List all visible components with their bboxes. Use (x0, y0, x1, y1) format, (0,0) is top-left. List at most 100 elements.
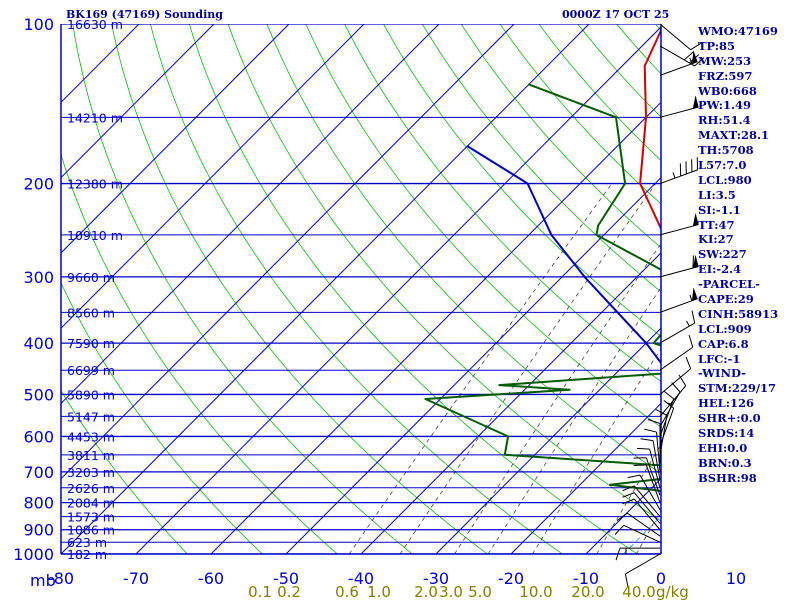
wind-barb-flag (690, 42, 702, 51)
stat-item: CAP:6.8 (698, 336, 749, 351)
temperature-point (645, 116, 647, 119)
wind-barb-flag (689, 54, 700, 64)
stat-item: STM:229/17 (698, 381, 777, 396)
stat-item: HEL:126 (698, 396, 754, 411)
height-label: 16630 m (67, 17, 123, 32)
height-label: 623 m (67, 535, 107, 550)
temperature-point (780, 516, 782, 518)
mixing-ratio-label: 1.0 (367, 583, 391, 600)
isotherm-line (61, 24, 590, 554)
temperature-tick-label: -80 (48, 569, 74, 588)
stat-item: SHR+:0.0 (698, 411, 761, 426)
height-label: 1573 m (67, 510, 115, 525)
wind-barb-shaft (659, 169, 698, 185)
height-label: 7590 m (67, 336, 115, 351)
isotherm-line (61, 24, 515, 480)
wind-barb (659, 50, 698, 76)
wind-barb-half-flag (689, 57, 693, 64)
mixing-ratio-label: 2.0 (414, 583, 438, 600)
height-label: 2084 m (67, 496, 115, 511)
height-label: 5890 m (67, 387, 115, 402)
height-label: 9660 m (67, 270, 115, 285)
stat-item: FRZ:597 (698, 68, 753, 83)
stat-item: MW:253 (698, 53, 752, 68)
height-label: 6699 m (67, 363, 115, 378)
wind-barb-shaft (633, 485, 661, 517)
wind-barb-flag (636, 447, 650, 450)
stat-item: LCL:909 (698, 321, 752, 336)
stat-item: LCL:980 (698, 172, 752, 187)
parcel-point (526, 182, 529, 185)
stat-item: BRN:0.3 (698, 455, 752, 470)
stat-item: LI:3.5 (698, 187, 736, 202)
stat-item: MAXT:28.1 (698, 128, 769, 143)
wind-barb-shaft (626, 512, 661, 537)
dewpoint-point (751, 541, 753, 543)
time-title: 0000Z 17 OCT 25 (562, 8, 670, 21)
stat-item: SRDS:14 (698, 426, 755, 441)
parcel-point (765, 531, 767, 533)
parcel-point (466, 145, 469, 147)
wind-barb-shaft (625, 553, 661, 575)
isotherm-line (61, 24, 215, 179)
mixing-ratio-label: 20.0 (571, 583, 604, 600)
parcel-point (757, 516, 759, 518)
mixing-ratio-line (348, 183, 613, 554)
wind-barb-flag (615, 548, 621, 561)
dewpoint-point (680, 312, 682, 314)
station-title: BK169 (47169) Sounding (66, 8, 223, 21)
wind-barb (659, 95, 699, 118)
pressure-tick-label: 300 (23, 268, 54, 287)
mixing-ratio-unit-label: g/kg (656, 583, 689, 600)
wind-barb (659, 157, 699, 185)
isotherm-line (61, 24, 440, 405)
wind-barb-shaft (659, 385, 687, 417)
stat-item: CINH:58913 (698, 306, 779, 321)
height-label: 12380 m (67, 177, 123, 192)
height-label: 5147 m (67, 409, 115, 424)
temperature-tick-label: 10 (726, 569, 746, 588)
wind-barb-flag (640, 438, 654, 442)
dewpoint-point (756, 502, 758, 504)
mixing-ratio-line (399, 183, 657, 554)
dewpoint-point (609, 483, 611, 486)
parcel-point (749, 502, 751, 504)
dry-adiabat-line (111, 24, 488, 554)
wind-barb-shaft (659, 23, 691, 51)
wind-barb-shaft (649, 449, 661, 488)
pressure-tick-label: 900 (23, 521, 54, 540)
mixing-ratio-label: 0.6 (335, 583, 359, 600)
dry-adiabat-line (72, 24, 413, 554)
wind-barb (659, 310, 696, 344)
wind-barb (624, 553, 661, 587)
wind-barb-flag (614, 524, 625, 535)
wind-barb (614, 524, 661, 543)
wind-barb-flag (692, 255, 695, 269)
pressure-unit-label: mb (30, 571, 56, 590)
stat-item: WMO:47169 (698, 24, 778, 38)
dewpoint-point (424, 398, 427, 400)
wind-barb-flag (688, 334, 694, 348)
dewpoint-point (694, 474, 696, 476)
dewpoint-point (757, 535, 759, 537)
dewpoint-point (741, 547, 743, 549)
wind-barb-flag (622, 485, 635, 492)
wind-barb-shaft (659, 391, 681, 427)
wind-barb-shaft (633, 498, 661, 531)
isotherm-line (435, 327, 661, 554)
wind-barb-flag (655, 408, 668, 416)
isotherm-line (135, 26, 661, 554)
wind-barb-shaft (659, 266, 699, 278)
temperature-point (639, 182, 641, 185)
wind-barb-shaft (656, 432, 661, 472)
dewpoint-point (773, 553, 775, 555)
sounding-stats-list: WMO:47169 TP:85 MW:253 FRZ:597 WB0:668 PW:1.4… (698, 24, 798, 486)
mixing-ratio-label: 0.2 (277, 583, 301, 600)
temperature-tick-label: -50 (273, 569, 299, 588)
parcel-point (583, 276, 586, 278)
wind-barb-shaft (652, 440, 661, 481)
mixing-ratio-label: 5.0 (468, 583, 492, 600)
wind-barb (622, 492, 661, 524)
pressure-tick-label: 800 (23, 494, 54, 513)
stat-item: BSHR:98 (698, 470, 757, 485)
